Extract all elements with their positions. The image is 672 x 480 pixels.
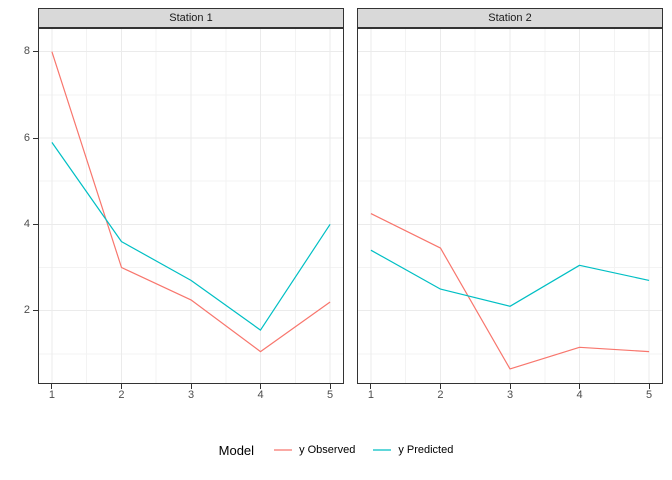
facet-strip-station-1: Station 1 [38,8,344,28]
series-line-predicted [370,249,650,307]
legend-entry-label: y Predicted [398,444,454,456]
legend-title: Model [218,442,255,458]
panel-border [357,28,663,384]
x-axis-tick-label: 4 [576,389,583,401]
axis-tick-mark [579,384,581,389]
axis-tick-mark [33,137,38,139]
axis-tick-mark [33,310,38,312]
x-axis-tick-label: 5 [646,389,653,401]
panel-svg [357,28,663,384]
axis-tick-mark [51,384,53,389]
axis-tick-mark [33,51,38,53]
legend-entry-observed: y Observed [274,444,355,456]
axis-tick-mark [509,384,511,389]
y-axis-tick-label: 6 [23,131,30,144]
x-axis-tick-label: 2 [437,389,444,401]
facet-strip-label: Station 1 [169,12,213,24]
x-axis-tick-label: 5 [327,389,334,401]
facet-panel-station-1 [38,28,344,384]
legend: Model y Observed y Predicted [0,441,672,459]
axis-tick-mark [370,384,372,389]
series-line-observed [370,213,650,370]
facet-strip-station-2: Station 2 [357,8,663,28]
facet-panel-station-2 [357,28,663,384]
series-line-predicted [51,142,331,331]
legend-entry-predicted: y Predicted [373,444,453,456]
legend-entry-label: y Observed [299,444,356,456]
facet-strip-label: Station 2 [488,12,532,24]
series-line-observed [51,51,331,353]
axis-tick-mark [33,223,38,225]
y-axis-tick-label: 2 [23,304,30,317]
axis-tick-mark [329,384,331,389]
x-axis-tick-label: 3 [187,389,195,401]
x-axis-tick-label: 3 [506,389,514,401]
axis-tick-mark [260,384,262,389]
axis-tick-mark [648,384,650,389]
axis-tick-mark [190,384,192,389]
x-axis-tick-label: 4 [257,389,264,401]
y-axis-tick-label: 8 [23,45,30,58]
x-axis-tick-label: 2 [118,389,125,401]
panel-border [38,28,344,384]
x-axis-tick-label: 1 [48,389,55,401]
axis-tick-mark [120,384,122,389]
legend-key-line-predicted [373,449,392,451]
y-axis-tick-label: 4 [23,217,30,230]
x-axis-tick-label: 1 [367,389,374,401]
panel-svg [38,28,344,384]
axis-tick-mark [439,384,441,389]
legend-key-line-observed [274,449,293,451]
